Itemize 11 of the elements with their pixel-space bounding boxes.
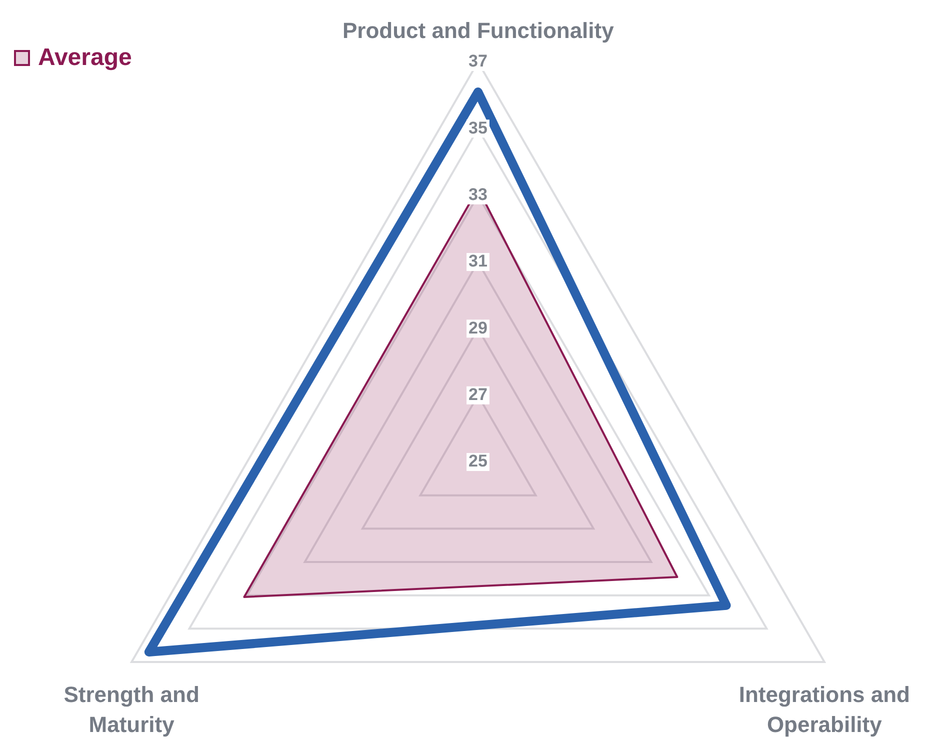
y-tick-label: 35 [468,118,488,138]
y-tick-label: 29 [468,318,488,338]
spoke-label: Product and Functionality [342,17,614,45]
spoke-label: Integrations and Operability [738,681,911,739]
y-tick-label: 27 [468,385,488,404]
y-tick-label: 37 [468,52,488,71]
y-tick-label: 33 [468,185,488,204]
legend-label: Average [38,44,132,72]
y-tick-label: 31 [468,252,488,271]
y-tick-label: 25 [468,452,488,471]
spoke-label: Strength and Maturity [62,681,200,739]
